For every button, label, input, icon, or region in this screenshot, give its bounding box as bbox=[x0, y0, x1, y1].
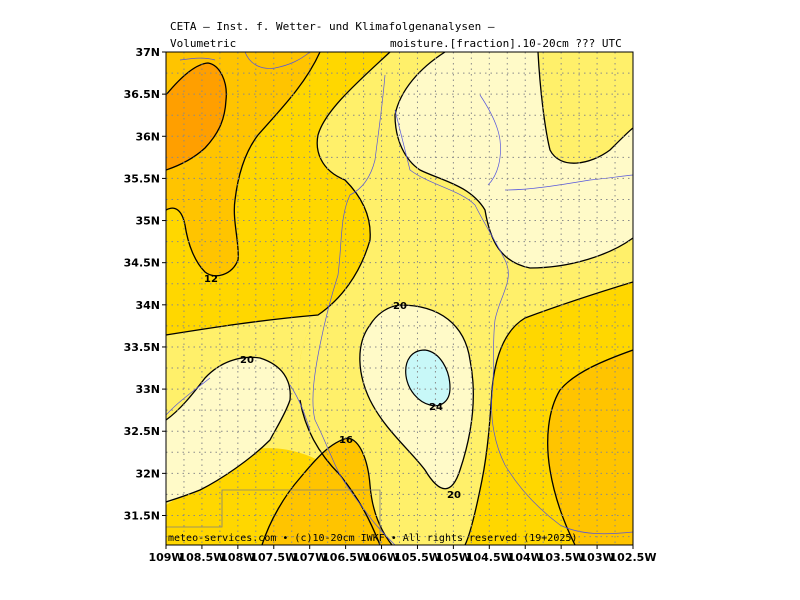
lat-tick-label: 35.5N bbox=[124, 172, 160, 185]
map-fields: 12 20 20 16 24 20 bbox=[166, 52, 633, 545]
credit-text: meteo-services.com • (c)10-20cm IWKF • A… bbox=[168, 533, 578, 544]
field-over-24 bbox=[405, 349, 451, 407]
lon-tick-label: 103W bbox=[580, 551, 615, 564]
lon-tick-label: 108W bbox=[220, 551, 255, 564]
lon-tick-label: 108.5W bbox=[178, 551, 225, 564]
lat-tick-label: 37N bbox=[135, 46, 160, 59]
field-20-24-west bbox=[166, 357, 291, 502]
contour-labels: 12 20 20 16 24 20 bbox=[204, 274, 461, 501]
lon-tick-label: 109W bbox=[148, 551, 183, 564]
lon-tick-label: 102.5W bbox=[610, 551, 657, 564]
lon-tick-label: 105W bbox=[436, 551, 471, 564]
borders bbox=[166, 489, 381, 545]
lon-tick-label: 103.5W bbox=[538, 551, 585, 564]
map-title: CETA – Inst. f. Wetter- und Klimafolgena… bbox=[170, 20, 495, 33]
contour-label: 20 bbox=[447, 490, 461, 501]
lon-tick-label: 104W bbox=[508, 551, 543, 564]
field-20-24-north bbox=[395, 52, 633, 268]
longitude-axis: 109W108.5W108W107.5W107W106.5W106W105.5W… bbox=[148, 545, 656, 564]
lat-tick-label: 32N bbox=[135, 467, 160, 480]
variable-name: Volumetric bbox=[170, 37, 237, 50]
variable-description: moisture.[fraction].10-20cm ??? UTC bbox=[390, 37, 622, 50]
lat-tick-label: 36N bbox=[135, 130, 160, 143]
field-under-8-nw bbox=[166, 63, 227, 170]
lat-tick-label: 33.5N bbox=[124, 341, 160, 354]
contour-label: 16 bbox=[339, 435, 353, 446]
contour-label: 24 bbox=[429, 402, 443, 413]
lon-tick-label: 104.5W bbox=[466, 551, 513, 564]
lat-tick-label: 31.5N bbox=[124, 510, 160, 523]
lon-tick-label: 106W bbox=[364, 551, 399, 564]
lat-tick-label: 32.5N bbox=[124, 425, 160, 438]
map-frame bbox=[165, 51, 634, 546]
lat-tick-label: 35N bbox=[135, 215, 160, 228]
lat-tick-label: 34N bbox=[135, 299, 160, 312]
lat-tick-label: 36.5N bbox=[124, 88, 160, 101]
lon-tick-label: 105.5W bbox=[394, 551, 441, 564]
lon-tick-label: 107.5W bbox=[250, 551, 297, 564]
lon-tick-label: 106.5W bbox=[322, 551, 369, 564]
contour-lines bbox=[166, 52, 633, 545]
field-8-12-se bbox=[547, 350, 633, 545]
lon-tick-label: 107W bbox=[292, 551, 327, 564]
contour-label: 12 bbox=[204, 274, 218, 285]
latitude-axis: 37N 36.5N 36N 35.5N 35N 34.5N 34N 33.5N 33N 32.5N… bbox=[124, 46, 166, 523]
graticule bbox=[166, 52, 633, 545]
lat-tick-label: 33N bbox=[135, 383, 160, 396]
lat-tick-label: 34.5N bbox=[124, 257, 160, 270]
field-8-12-south bbox=[262, 438, 392, 545]
contour-label: 20 bbox=[240, 355, 254, 366]
contour-label: 20 bbox=[393, 301, 407, 312]
rivers bbox=[166, 52, 633, 545]
